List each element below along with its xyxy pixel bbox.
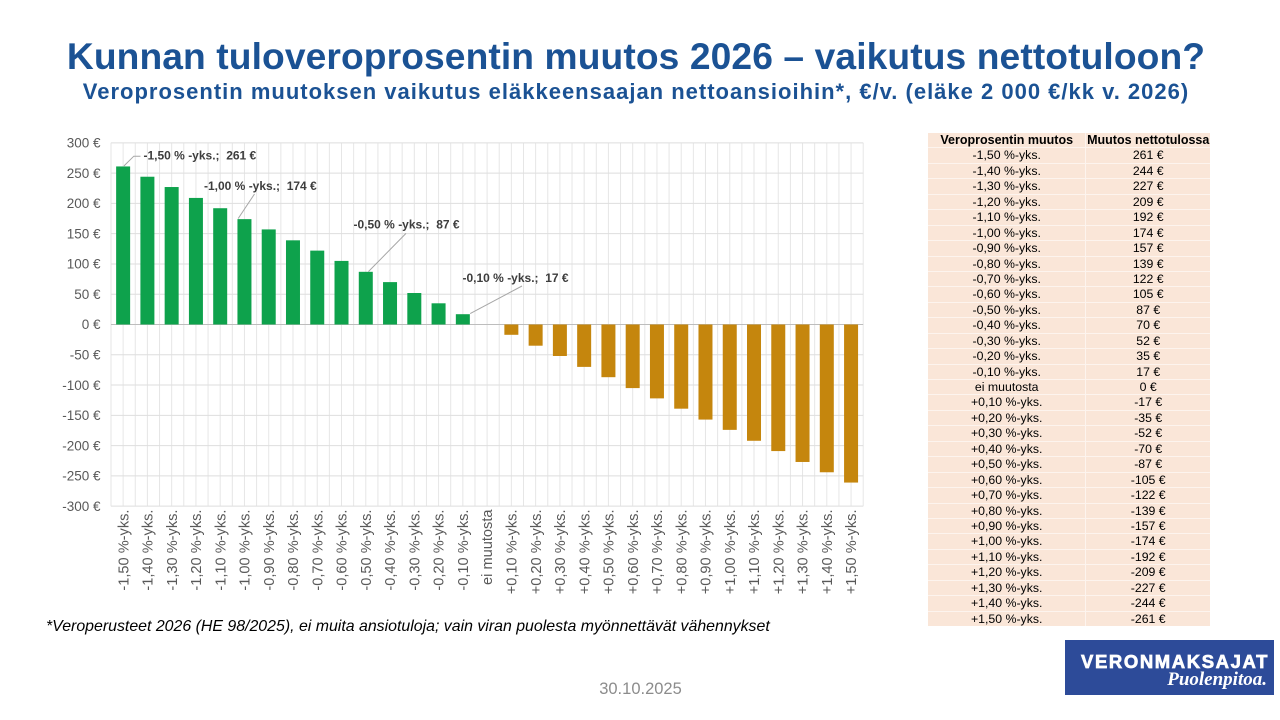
svg-text:ei muutosta: ei muutosta (480, 509, 496, 585)
svg-text:-1,40 %-yks.: -1,40 %-yks. (141, 510, 157, 591)
svg-text:-50 €: -50 € (70, 348, 101, 363)
svg-text:300 €: 300 € (67, 136, 101, 151)
svg-text:200 €: 200 € (67, 196, 101, 211)
svg-text:+0,40 %-yks.: +0,40 %-yks. (577, 510, 593, 595)
svg-text:-1,50 % -yks.; 261 €: -1,50 % -yks.; 261 € (144, 149, 257, 163)
svg-text:+1,10 %-yks.: +1,10 %-yks. (747, 510, 763, 595)
svg-text:-150 €: -150 € (62, 408, 101, 423)
svg-text:-300 €: -300 € (62, 499, 101, 514)
svg-text:+1,00 %-yks.: +1,00 %-yks. (723, 510, 739, 595)
svg-text:+0,20 %-yks.: +0,20 %-yks. (529, 510, 545, 595)
svg-text:-0,20 %-yks.: -0,20 %-yks. (432, 510, 448, 591)
svg-text:+1,20 %-yks.: +1,20 %-yks. (771, 510, 787, 595)
svg-text:+0,70 %-yks.: +0,70 %-yks. (650, 510, 666, 595)
svg-text:+0,30 %-yks.: +0,30 %-yks. (553, 510, 569, 595)
svg-text:+0,60 %-yks.: +0,60 %-yks. (626, 510, 642, 595)
svg-text:-100 €: -100 € (62, 378, 101, 393)
svg-text:+1,30 %-yks.: +1,30 %-yks. (796, 510, 812, 595)
svg-text:+0,10 %-yks.: +0,10 %-yks. (504, 510, 520, 595)
svg-text:100 €: 100 € (67, 257, 101, 272)
svg-text:-0,70 %-yks.: -0,70 %-yks. (310, 510, 326, 591)
svg-text:-0,50 %-yks.: -0,50 %-yks. (359, 510, 375, 591)
svg-text:0 €: 0 € (82, 317, 101, 332)
svg-text:150 €: 150 € (67, 226, 101, 241)
svg-text:-0,60 %-yks.: -0,60 %-yks. (335, 510, 351, 591)
svg-text:-1,50 %-yks.: -1,50 %-yks. (116, 510, 132, 591)
svg-text:-0,80 %-yks.: -0,80 %-yks. (286, 510, 302, 591)
svg-text:-1,20 %-yks.: -1,20 %-yks. (189, 510, 205, 591)
svg-text:50 €: 50 € (74, 287, 101, 302)
svg-text:+1,50 %-yks.: +1,50 %-yks. (844, 510, 860, 595)
svg-text:-1,30 %-yks.: -1,30 %-yks. (165, 510, 181, 591)
svg-text:-0,50 % -yks.; 87 €: -0,50 % -yks.; 87 € (354, 218, 460, 232)
svg-text:-200 €: -200 € (62, 438, 101, 453)
svg-text:250 €: 250 € (67, 166, 101, 181)
svg-text:-1,10 %-yks.: -1,10 %-yks. (213, 510, 229, 591)
svg-text:-1,00 % -yks.; 174 €: -1,00 % -yks.; 174 € (204, 179, 317, 193)
svg-text:+0,50 %-yks.: +0,50 %-yks. (602, 510, 618, 595)
svg-text:-1,00 %-yks.: -1,00 %-yks. (238, 510, 254, 591)
svg-text:-250 €: -250 € (62, 469, 101, 484)
svg-text:+1,40 %-yks.: +1,40 %-yks. (820, 510, 836, 595)
svg-text:+0,90 %-yks.: +0,90 %-yks. (699, 510, 715, 595)
svg-text:+0,80 %-yks.: +0,80 %-yks. (674, 510, 690, 595)
svg-text:-0,40 %-yks.: -0,40 %-yks. (383, 510, 399, 591)
svg-text:-0,10 % -yks.; 17 €: -0,10 % -yks.; 17 € (463, 271, 569, 285)
svg-text:-0,90 %-yks.: -0,90 %-yks. (262, 510, 278, 591)
svg-text:-0,30 %-yks.: -0,30 %-yks. (407, 510, 423, 591)
svg-text:-0,10 %-yks.: -0,10 %-yks. (456, 510, 472, 591)
